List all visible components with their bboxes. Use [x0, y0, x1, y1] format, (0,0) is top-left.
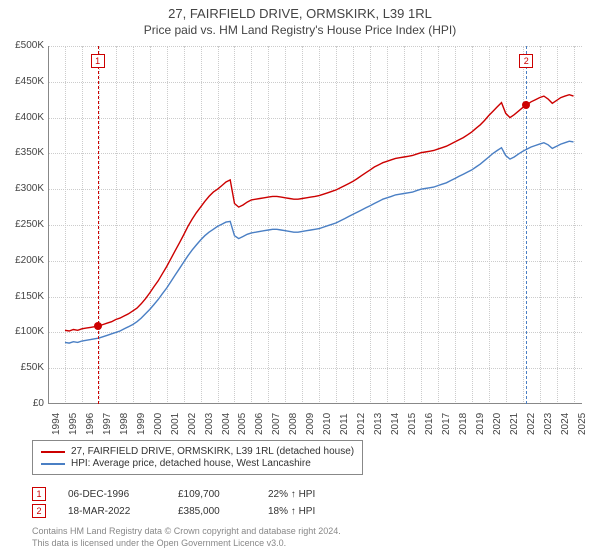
x-tick-label: 2007: [271, 413, 282, 435]
chart-subtitle: Price paid vs. HM Land Registry's House …: [0, 23, 600, 37]
y-tick-label: £300K: [4, 183, 44, 194]
legend-item: HPI: Average price, detached house, West…: [41, 458, 354, 469]
x-tick-label: 2000: [153, 413, 164, 435]
legend: 27, FAIRFIELD DRIVE, ORMSKIRK, L39 1RL (…: [32, 440, 363, 475]
footer: Contains HM Land Registry data © Crown c…: [32, 526, 341, 549]
sales-table: 1 06-DEC-1996 £109,700 22% ↑ HPI 2 18-MA…: [32, 484, 348, 521]
x-tick-label: 2003: [204, 413, 215, 435]
x-tick-label: 2022: [526, 413, 537, 435]
marker-dot: [94, 322, 102, 330]
sale-badge: 2: [32, 504, 46, 518]
y-tick-label: £350K: [4, 147, 44, 158]
y-tick-label: £200K: [4, 255, 44, 266]
y-tick-label: £500K: [4, 40, 44, 51]
marker-badge: 1: [91, 54, 105, 68]
x-tick-label: 2020: [492, 413, 503, 435]
y-tick-label: £150K: [4, 291, 44, 302]
sale-date: 18-MAR-2022: [68, 506, 178, 517]
sale-diff: 22% ↑ HPI: [268, 489, 348, 500]
sale-price: £109,700: [178, 489, 268, 500]
legend-swatch: [41, 463, 65, 465]
y-tick-label: £400K: [4, 112, 44, 123]
x-tick-label: 2012: [356, 413, 367, 435]
title-block: 27, FAIRFIELD DRIVE, ORMSKIRK, L39 1RL P…: [0, 0, 600, 39]
x-tick-label: 2002: [187, 413, 198, 435]
x-tick-label: 2001: [170, 413, 181, 435]
x-tick-label: 2018: [458, 413, 469, 435]
x-tick-label: 2019: [475, 413, 486, 435]
x-tick-label: 2008: [288, 413, 299, 435]
x-tick-label: 2004: [221, 413, 232, 435]
x-tick-label: 2005: [237, 413, 248, 435]
x-tick-label: 2023: [543, 413, 554, 435]
marker-badge: 2: [519, 54, 533, 68]
x-tick-label: 2021: [509, 413, 520, 435]
line-plot: [48, 46, 582, 404]
x-tick-label: 2014: [390, 413, 401, 435]
chart-container: 27, FAIRFIELD DRIVE, ORMSKIRK, L39 1RL P…: [0, 0, 600, 560]
sale-badge: 1: [32, 487, 46, 501]
sales-row: 2 18-MAR-2022 £385,000 18% ↑ HPI: [32, 504, 348, 518]
x-tick-label: 1995: [68, 413, 79, 435]
x-tick-label: 2016: [424, 413, 435, 435]
marker-dot: [522, 101, 530, 109]
sale-diff: 18% ↑ HPI: [268, 506, 348, 517]
legend-swatch: [41, 451, 65, 453]
x-tick-label: 2017: [441, 413, 452, 435]
legend-label: HPI: Average price, detached house, West…: [71, 458, 311, 469]
x-tick-label: 1998: [119, 413, 130, 435]
x-tick-label: 2009: [305, 413, 316, 435]
x-tick-label: 2015: [407, 413, 418, 435]
sale-date: 06-DEC-1996: [68, 489, 178, 500]
y-tick-label: £0: [4, 398, 44, 409]
x-tick-label: 2010: [322, 413, 333, 435]
x-tick-label: 1999: [136, 413, 147, 435]
x-tick-label: 2013: [373, 413, 384, 435]
legend-label: 27, FAIRFIELD DRIVE, ORMSKIRK, L39 1RL (…: [71, 446, 354, 457]
x-tick-label: 2006: [254, 413, 265, 435]
y-tick-label: £100K: [4, 326, 44, 337]
sale-price: £385,000: [178, 506, 268, 517]
x-tick-label: 1996: [85, 413, 96, 435]
x-tick-label: 2011: [339, 413, 350, 435]
y-tick-label: £50K: [4, 362, 44, 373]
legend-item: 27, FAIRFIELD DRIVE, ORMSKIRK, L39 1RL (…: [41, 446, 354, 457]
y-tick-label: £250K: [4, 219, 44, 230]
footer-line: Contains HM Land Registry data © Crown c…: [32, 526, 341, 538]
x-tick-label: 2024: [560, 413, 571, 435]
chart-title: 27, FAIRFIELD DRIVE, ORMSKIRK, L39 1RL: [0, 6, 600, 21]
sales-row: 1 06-DEC-1996 £109,700 22% ↑ HPI: [32, 487, 348, 501]
footer-line: This data is licensed under the Open Gov…: [32, 538, 341, 550]
y-tick-label: £450K: [4, 76, 44, 87]
x-tick-label: 1997: [102, 413, 113, 435]
x-tick-label: 2025: [577, 413, 588, 435]
x-tick-label: 1994: [51, 413, 62, 435]
